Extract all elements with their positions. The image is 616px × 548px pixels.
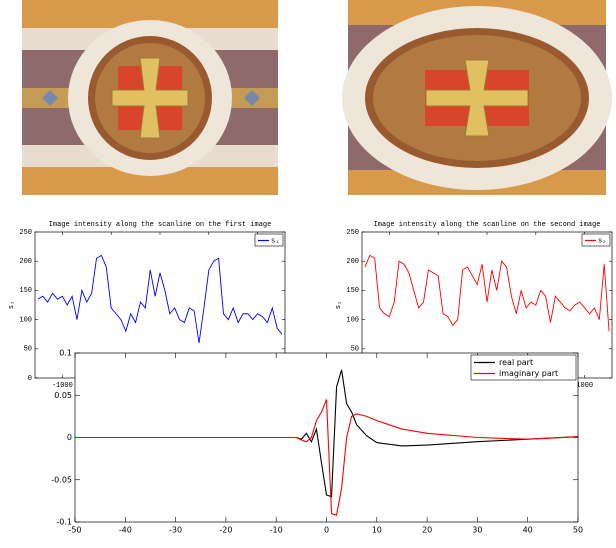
x-tick-label: -50 xyxy=(68,526,81,535)
chart-title: Image intensity along the scanline on th… xyxy=(49,221,272,229)
legend-label: real part xyxy=(499,358,533,367)
y-tick-label: 150 xyxy=(19,287,32,295)
page: {"chart_data": [ {"type": "line", "title… xyxy=(0,0,616,548)
y-axis-label: s₂ xyxy=(335,301,343,309)
x-tick-label: -1000 xyxy=(52,382,73,390)
x-tick-label: -40 xyxy=(119,526,132,535)
y-tick-label: 50 xyxy=(351,346,359,354)
y-tick-label: 0 xyxy=(28,375,32,383)
x-tick-label: -10 xyxy=(270,526,283,535)
y-tick-label: 0 xyxy=(67,433,72,442)
x-tick-label: 30 xyxy=(472,526,482,535)
legend-label: s₁ xyxy=(271,237,279,245)
x-tick-label: -30 xyxy=(169,526,182,535)
y-tick-label: 250 xyxy=(346,229,359,237)
y-tick-label: 250 xyxy=(19,229,32,237)
y-tick-label: 100 xyxy=(19,316,32,324)
y-tick-label: 0.05 xyxy=(54,391,72,400)
y-tick-label: 50 xyxy=(24,346,32,354)
x-tick-label: 40 xyxy=(523,526,533,535)
y-axis-label: s₁ xyxy=(8,301,16,309)
x-tick-label: 50 xyxy=(573,526,583,535)
y-tick-label: 100 xyxy=(346,316,359,324)
legend-label: imaginary part xyxy=(499,369,558,378)
figure: Image intensity along the scanline on th… xyxy=(0,0,616,548)
x-tick-label: 0 xyxy=(324,526,329,535)
mosaic-image-1 xyxy=(22,0,278,195)
x-tick-label: -20 xyxy=(219,526,232,535)
chart-title: Image intensity along the scanline on th… xyxy=(374,221,601,229)
x-tick-label: 10 xyxy=(372,526,382,535)
mosaic-image-2 xyxy=(342,0,612,195)
y-tick-label: 200 xyxy=(346,258,359,266)
y-tick-label: 0.1 xyxy=(59,349,72,358)
y-tick-label: 150 xyxy=(346,287,359,295)
legend-label: s₂ xyxy=(598,237,606,245)
y-tick-label: -0.1 xyxy=(56,518,72,527)
y-tick-label: 200 xyxy=(19,258,32,266)
y-tick-label: -0.05 xyxy=(51,475,72,484)
x-tick-label: 1000 xyxy=(576,382,593,390)
x-tick-label: 20 xyxy=(422,526,432,535)
